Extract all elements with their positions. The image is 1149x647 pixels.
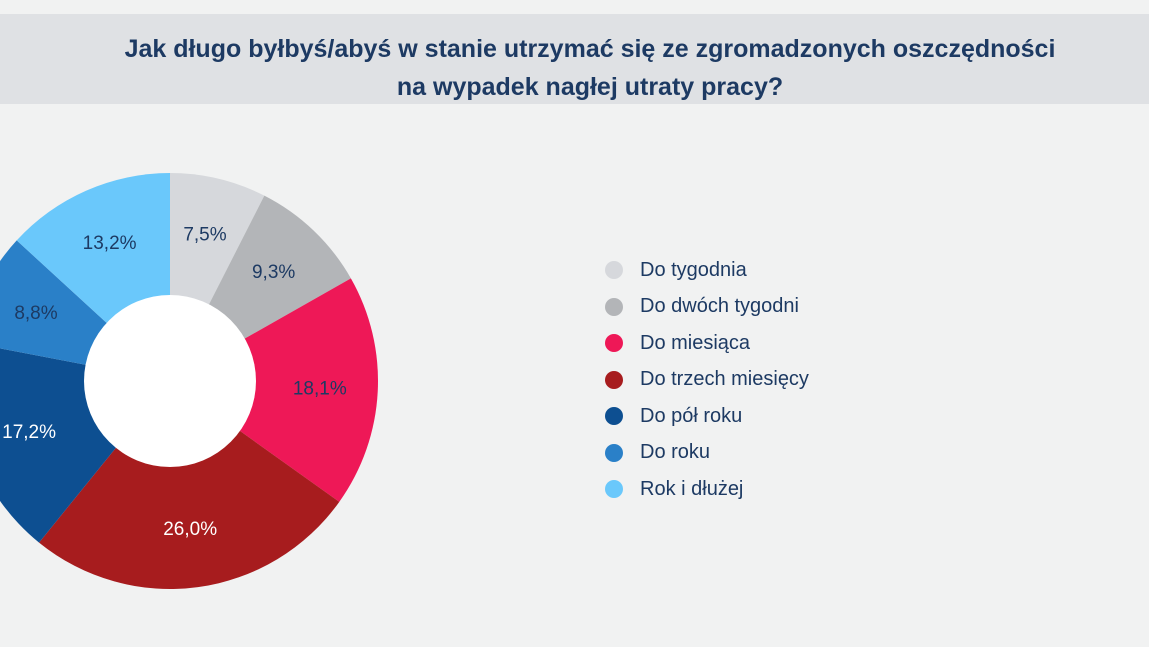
legend-item-0: Do tygodnia [605, 252, 809, 289]
legend-dot-3 [605, 370, 623, 389]
legend-label-5: Do roku [640, 441, 711, 464]
legend-dot-5 [605, 443, 623, 462]
slice-2 [170, 278, 378, 502]
chart-title-line-1: Jak długo byłbyś/abyś w stanie utrzymać … [124, 35, 1056, 63]
legend: Do tygodnia Do dwóch tygodni Do miesiąca Do… [605, 252, 809, 508]
legend-item-2: Do miesiąca [605, 325, 809, 362]
legend-dot-1 [605, 297, 623, 316]
donut-hole [84, 295, 256, 467]
legend-dot-6 [605, 480, 623, 499]
legend-dot-0 [605, 261, 623, 280]
legend-dot-4 [605, 407, 623, 426]
slice-label-4: 17,2% [2, 422, 56, 443]
legend-label-1: Do dwóch tygodni [640, 295, 799, 318]
legend-item-5: Do roku [605, 435, 809, 472]
title-band [0, 14, 1149, 104]
legend-label-3: Do trzech miesięcy [640, 368, 809, 391]
legend-dot-2 [605, 334, 623, 353]
legend-label-4: Do pół roku [640, 404, 743, 427]
slice-label-6: 13,2% [83, 233, 137, 254]
slice-label-0: 7,5% [183, 225, 226, 246]
chart-title-line-2: na wypadek nagłej utraty pracy? [396, 73, 784, 101]
slice-3 [39, 381, 340, 589]
legend-label-2: Do miesiąca [640, 331, 751, 354]
legend-item-6: Rok i dłużej [605, 471, 809, 508]
legend-label-6: Rok i dłużej [640, 477, 744, 500]
slice-label-1: 9,3% [252, 262, 295, 283]
legend-label-0: Do tygodnia [640, 258, 747, 281]
legend-item-3: Do trzech miesięcy [605, 362, 809, 399]
chart-title: Jak długo byłbyś/abyś w stanie utrzymać … [0, 30, 1149, 106]
slice-label-2: 18,1% [293, 378, 347, 399]
slice-label-5: 8,8% [14, 303, 57, 324]
slice-label-3: 26,0% [163, 519, 217, 540]
legend-item-1: Do dwóch tygodni [605, 289, 809, 326]
legend-item-4: Do pół roku [605, 398, 809, 435]
